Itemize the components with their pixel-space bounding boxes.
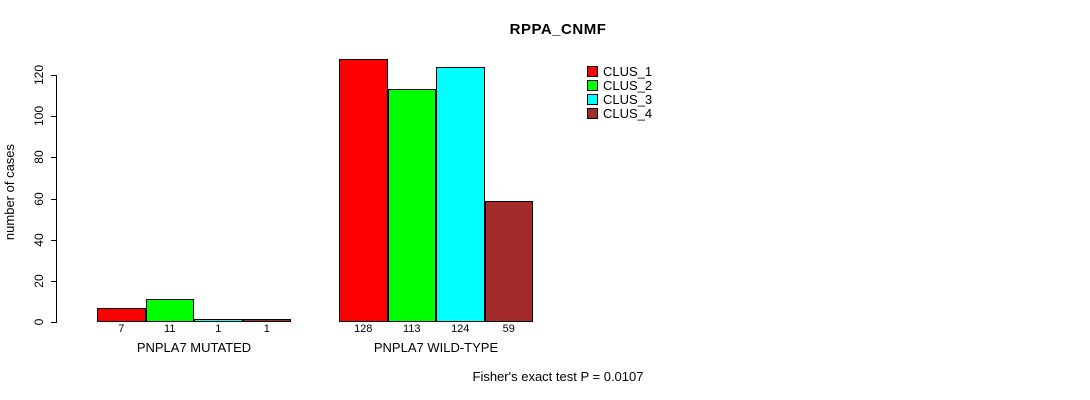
bar-clus-3-pnpla7-mutated bbox=[194, 318, 243, 322]
legend-item-clus-3: CLUS_3 bbox=[587, 92, 653, 107]
legend-swatch-clus-4 bbox=[587, 108, 598, 119]
legend-label: CLUS_4 bbox=[603, 106, 653, 121]
y-axis-tick-label: 120 bbox=[32, 64, 46, 86]
y-axis-tick bbox=[51, 157, 57, 158]
legend-swatch-clus-1 bbox=[587, 66, 598, 77]
bar-clus-1-pnpla7-mutated bbox=[97, 307, 146, 322]
y-axis-tick-label: 60 bbox=[32, 192, 46, 206]
legend-label: CLUS_2 bbox=[603, 78, 653, 93]
y-axis-tick bbox=[51, 281, 57, 282]
y-axis-title: number of cases bbox=[2, 143, 17, 241]
bar-clus-2-pnpla7-mutated bbox=[145, 299, 194, 322]
x-category-label: PNPLA7 WILD-TYPE bbox=[373, 340, 499, 355]
stat-annotation: Fisher's exact test P = 0.0107 bbox=[472, 369, 644, 384]
bar-clus-4-pnpla7-wild-type bbox=[484, 200, 533, 322]
bar-value-label: 1 bbox=[215, 323, 222, 335]
bar-clus-2-pnpla7-wild-type bbox=[387, 89, 436, 322]
bar-value-label: 113 bbox=[402, 323, 421, 335]
legend-label: CLUS_3 bbox=[603, 92, 653, 107]
y-axis-tick-label: 80 bbox=[32, 150, 46, 164]
y-axis-tick-label: 100 bbox=[32, 105, 46, 127]
bar-clus-1-pnpla7-wild-type bbox=[339, 58, 388, 322]
bar-value-label: 1 bbox=[263, 323, 270, 335]
legend-item-clus-4: CLUS_4 bbox=[587, 106, 653, 121]
y-axis-tick-label: 40 bbox=[32, 233, 46, 247]
legend-item-clus-2: CLUS_2 bbox=[587, 78, 653, 93]
bar-value-label: 7 bbox=[118, 323, 125, 335]
bar-clus-4-pnpla7-mutated bbox=[242, 318, 291, 322]
legend: CLUS_1 CLUS_2 CLUS_3 CLUS_4 bbox=[587, 64, 653, 122]
legend-swatch-clus-3 bbox=[587, 94, 598, 105]
legend-swatch-clus-2 bbox=[587, 80, 598, 91]
bar-value-label: 128 bbox=[354, 323, 373, 335]
bar-value-label: 59 bbox=[502, 323, 515, 335]
legend-label: CLUS_1 bbox=[603, 64, 653, 79]
legend-item-clus-1: CLUS_1 bbox=[587, 64, 653, 79]
chart-title: RPPA_CNMF bbox=[509, 21, 607, 38]
bar-clus-3-pnpla7-wild-type bbox=[436, 66, 485, 322]
y-axis-tick bbox=[51, 240, 57, 241]
y-axis-tick bbox=[51, 75, 57, 76]
y-axis-tick bbox=[51, 199, 57, 200]
y-axis-tick-label: 0 bbox=[32, 318, 46, 326]
x-category-label: PNPLA7 MUTATED bbox=[136, 340, 252, 355]
y-axis-tick bbox=[51, 322, 57, 323]
y-axis-tick bbox=[51, 116, 57, 117]
bar-value-label: 124 bbox=[451, 323, 470, 335]
bar-value-label: 11 bbox=[164, 323, 176, 335]
y-axis-tick-label: 20 bbox=[32, 274, 46, 288]
